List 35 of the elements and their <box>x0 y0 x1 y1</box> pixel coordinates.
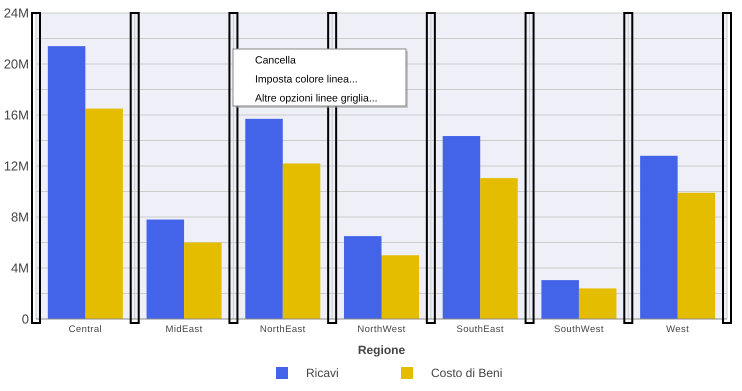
legend-label: Costo di Beni <box>431 366 502 380</box>
y-tick-label: 16M <box>4 108 29 123</box>
y-tick-label: 4M <box>10 260 29 276</box>
bar <box>184 242 222 319</box>
x-axis-title: Regione <box>358 343 406 357</box>
bar <box>146 220 184 319</box>
annotation: Imposta colore linea... <box>255 74 358 86</box>
bar <box>85 108 123 319</box>
y-tick-label: 8M <box>10 210 29 225</box>
bar <box>382 255 420 319</box>
bar <box>640 156 678 319</box>
annotation: Altre opzioni linee griglia... <box>255 92 378 105</box>
bar <box>678 192 716 319</box>
x-tick-label: SouthWest <box>554 324 604 335</box>
bar <box>480 178 518 319</box>
annotation: Cancella <box>255 54 296 67</box>
bar <box>541 280 579 319</box>
y-tick-label: 0 <box>22 312 29 327</box>
y-tick-label: 20M <box>4 56 29 72</box>
x-tick-label: West <box>666 324 690 335</box>
bar <box>442 136 480 319</box>
y-tick-label: 12M <box>4 158 29 174</box>
legend-label: Ricavi <box>306 366 339 380</box>
bar <box>245 118 283 319</box>
x-tick-label: MidEast <box>166 324 203 335</box>
bar <box>282 163 320 319</box>
x-tick-label: NorthWest <box>357 324 406 335</box>
x-tick-label: NorthEast <box>260 324 306 335</box>
bar <box>48 46 86 319</box>
bar <box>578 288 616 319</box>
context-menu: Cancella Imposta colore linea... Altre opzioni linee griglia... <box>232 48 408 108</box>
x-tick-label: Central <box>68 324 102 335</box>
bar <box>344 236 382 319</box>
x-tick-label: SouthEast <box>456 324 504 335</box>
y-tick-label: 24M <box>4 6 29 21</box>
